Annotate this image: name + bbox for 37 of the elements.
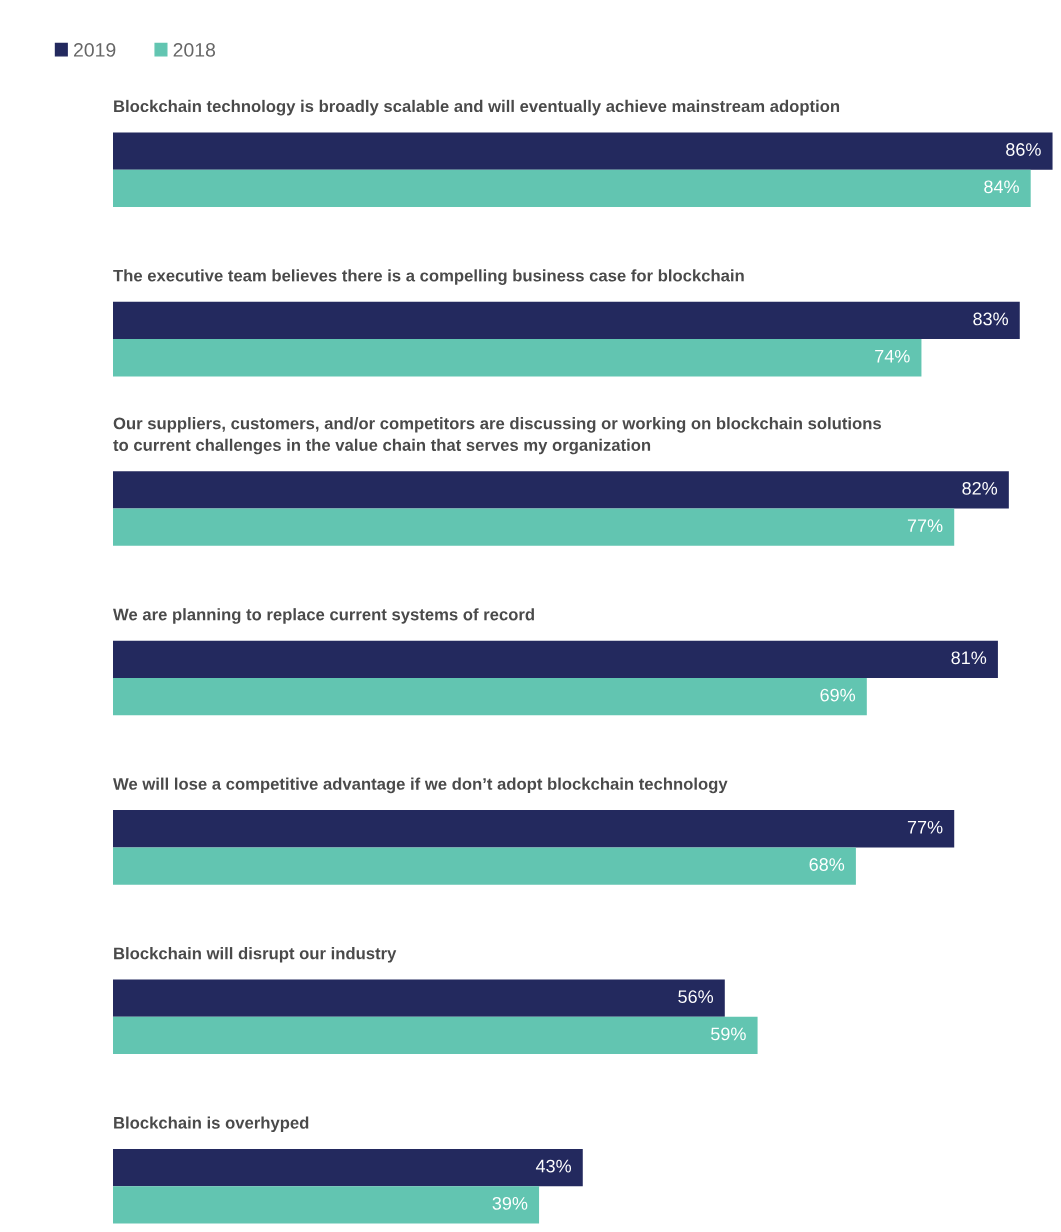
data-label: 81% [951, 651, 987, 665]
bar [113, 471, 1009, 509]
bar [113, 1016, 758, 1055]
data-label: 74% [875, 349, 910, 363]
y-tick-label: The executive team believes there is a compelling business case for blockchain [113, 269, 744, 285]
bar [113, 169, 1031, 207]
data-label: 59% [711, 1027, 746, 1041]
bar [113, 677, 867, 716]
data-label: 84% [984, 180, 1019, 194]
data-label: 69% [820, 688, 856, 702]
y-tick-label: We are planning to replace current systems of record [113, 608, 534, 624]
data-label: 43% [535, 1159, 572, 1173]
data-label: 86% [1006, 143, 1041, 156]
bar [113, 301, 1020, 340]
y-tick-label: We will lose a competitive advantage if we don’t adopt blockchain technology [113, 777, 728, 794]
bar [113, 847, 856, 885]
y-tick-label: Blockchain will disrupt our industry [114, 947, 397, 963]
bar [113, 640, 998, 678]
bar [113, 1148, 583, 1187]
y-tick-label: Blockchain is overhyped [114, 1116, 309, 1133]
data-label: 39% [492, 1196, 528, 1210]
y-tick-label: Blockchain technology is broadly scalable and will eventually achieve mainstream adoption [114, 99, 840, 116]
bar [113, 810, 955, 848]
data-label: 77% [907, 820, 943, 834]
bar [113, 979, 725, 1017]
bar [113, 508, 955, 546]
data-label: 77% [907, 519, 943, 532]
bar [113, 339, 922, 377]
bar [113, 1186, 540, 1224]
bar [113, 132, 1053, 170]
data-label: 83% [973, 312, 1009, 326]
data-label: 56% [678, 990, 714, 1004]
y-tick-label: Our suppliers, customers, and/or competitors are discussing or working on blockchain solutions to current challenges in the value chain that serves my organization [113, 417, 881, 455]
legend-label: 2019 [73, 43, 116, 57]
data-label: 68% [809, 858, 845, 871]
data-label: 82% [962, 481, 998, 495]
legend-label: 2018 [173, 43, 216, 57]
